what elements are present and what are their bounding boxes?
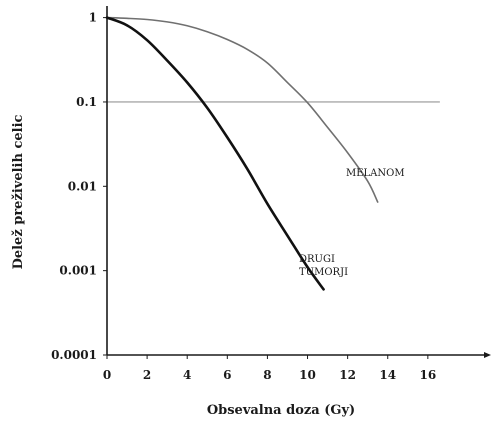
- x-tick-label: 10: [299, 368, 316, 382]
- labels-layer: MELANOM DRUGI TUMORJI: [299, 168, 405, 278]
- y-tick-label: 0.001: [59, 264, 97, 278]
- y-tick-label: 0.01: [68, 179, 97, 193]
- x-tick-label: 4: [183, 368, 191, 382]
- x-tick-label: 16: [419, 368, 436, 382]
- series-label-line: DRUGI: [299, 254, 335, 265]
- y-axis-title: Delež preživelih celic: [11, 114, 26, 269]
- x-tick-label: 12: [339, 368, 356, 382]
- series-line-drugi-tumorji: [105, 16, 325, 291]
- x-axis-title: Obsevalna doza (Gy): [207, 403, 355, 418]
- x-tick-label: 6: [223, 368, 231, 382]
- series-label-line: MELANOM: [346, 168, 405, 179]
- x-axis-arrow: [484, 352, 491, 358]
- axes: 0 2 4 6 8 10 12 14 16 1 0.1 0.01 0.001 0.0001: [51, 6, 491, 382]
- series-line-melanom: [106, 16, 379, 203]
- y-tick-label: 0.1: [76, 95, 97, 109]
- y-tick-label: 1: [89, 11, 97, 25]
- y-tick-label: 0.0001: [51, 348, 97, 362]
- series-label-line: TUMORJI: [299, 267, 348, 278]
- series-label-melanom: MELANOM: [346, 168, 405, 179]
- x-tick-label: 0: [103, 368, 111, 382]
- series-label-drugi-tumorji: DRUGI TUMORJI: [299, 254, 348, 278]
- x-tick-label: 8: [263, 368, 271, 382]
- x-tick-label: 2: [143, 368, 151, 382]
- series-layer: [105, 16, 379, 291]
- x-tick-label: 14: [379, 368, 396, 382]
